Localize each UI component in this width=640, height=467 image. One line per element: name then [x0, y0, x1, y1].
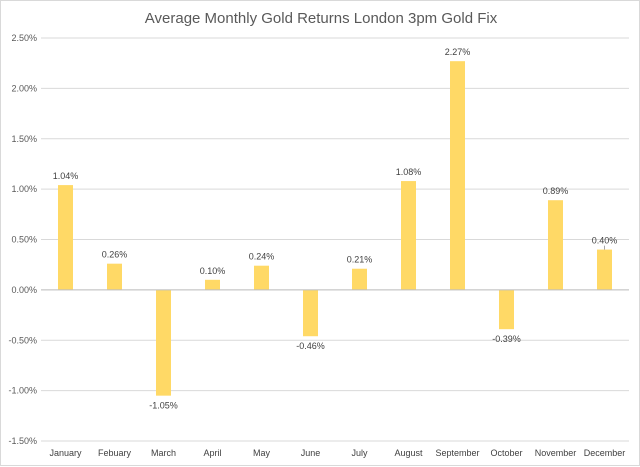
y-tick-label: 0.00% — [11, 285, 37, 295]
data-label: 0.24% — [249, 252, 275, 262]
y-tick-label: -1.50% — [8, 436, 37, 446]
bar — [156, 289, 171, 396]
x-category-label: January — [49, 448, 82, 458]
data-label: 0.40% — [592, 236, 618, 246]
bar — [352, 268, 367, 290]
y-tick-label: 1.50% — [11, 134, 37, 144]
data-labels: 1.04% 0.26% -1.05% 0.10% 0.24% -0.46% 0.21% 1.0… — [53, 47, 618, 410]
y-tick-label: -0.50% — [8, 335, 37, 345]
data-label: 2.27% — [445, 47, 471, 57]
y-tick-label: 2.00% — [11, 83, 37, 93]
data-label: -1.05% — [149, 401, 178, 411]
y-tick-label: -1.00% — [8, 386, 37, 396]
x-category-label: December — [584, 448, 626, 458]
gridlines — [41, 37, 629, 442]
x-category-label: August — [394, 448, 423, 458]
data-label: 0.26% — [102, 250, 128, 260]
y-tick-label: 2.50% — [11, 33, 37, 43]
y-tick-label: 1.00% — [11, 184, 37, 194]
chart-title: Average Monthly Gold Returns London 3pm … — [145, 10, 498, 27]
bar — [205, 279, 220, 290]
bar — [107, 263, 122, 290]
data-label: 0.89% — [543, 186, 569, 196]
x-axis-category-labels: January Febuary March April May June July Augus… — [49, 448, 625, 458]
bar — [548, 200, 563, 290]
bar — [597, 249, 612, 290]
data-label: -0.46% — [296, 341, 325, 351]
bar — [303, 289, 318, 337]
bar — [58, 185, 73, 290]
x-category-label: October — [490, 448, 522, 458]
x-category-label: September — [435, 448, 479, 458]
x-category-label: June — [301, 448, 321, 458]
data-label: 1.08% — [396, 167, 422, 177]
x-category-label: May — [253, 448, 271, 458]
bars — [58, 61, 612, 396]
data-label: 1.04% — [53, 171, 79, 181]
data-label: 0.21% — [347, 255, 373, 265]
bar — [401, 181, 416, 290]
x-category-label: November — [535, 448, 577, 458]
bar — [450, 61, 465, 290]
data-label: -0.39% — [492, 334, 521, 344]
x-category-label: March — [151, 448, 176, 458]
x-category-label: July — [351, 448, 368, 458]
data-label: 0.10% — [200, 266, 226, 276]
x-category-label: Febuary — [98, 448, 132, 458]
y-axis-tick-labels: 2.50% 2.00% 1.50% 1.00% 0.50% 0.00% -0.50% -1.0… — [8, 33, 37, 446]
y-tick-label: 0.50% — [11, 235, 37, 245]
bar — [499, 289, 514, 330]
x-category-label: April — [203, 448, 221, 458]
bar — [254, 265, 269, 290]
